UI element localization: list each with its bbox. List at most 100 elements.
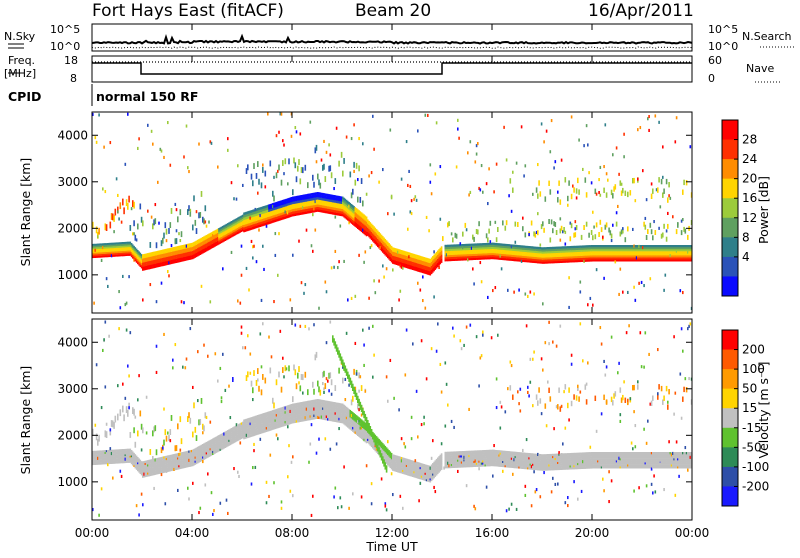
power-ytick-label: 1000 (57, 268, 88, 282)
power-colorbar-tick: 16 (742, 191, 757, 205)
velocity-cell (126, 329, 128, 332)
power-cell (343, 158, 345, 164)
velocity-cell (105, 385, 107, 388)
power-cell (357, 178, 359, 181)
power-cell (642, 169, 644, 172)
power-cell (577, 178, 579, 183)
power-cell (643, 284, 645, 287)
power-cell (277, 274, 279, 277)
power-cell (622, 227, 624, 230)
power-cell (312, 250, 314, 253)
power-cell (492, 289, 494, 292)
power-cell (278, 232, 280, 235)
power-cell (361, 178, 363, 184)
power-cell (545, 196, 547, 201)
power-cell (382, 264, 384, 267)
power-cell (406, 140, 408, 143)
power-cell (410, 185, 412, 188)
power-cell (163, 156, 165, 159)
power-cell (512, 171, 514, 174)
power-cell (655, 114, 657, 117)
power-cell (393, 213, 395, 216)
velocity-cell (142, 503, 144, 506)
power-cell (586, 222, 588, 227)
power-colorbar-swatch (722, 237, 738, 257)
power-cell (575, 232, 577, 237)
power-cell (555, 222, 557, 227)
power-cell (161, 282, 163, 285)
freq-tick-high: 18 (64, 54, 78, 67)
power-cell (375, 291, 377, 294)
power-cell (196, 228, 198, 234)
power-cell (618, 293, 620, 296)
power-cell (477, 142, 479, 145)
power-cell (583, 144, 585, 147)
power-cell (441, 248, 443, 250)
power-cell (365, 250, 367, 253)
power-cell (121, 221, 123, 224)
power-cell (342, 171, 344, 177)
power-cell (682, 190, 684, 195)
power-cell (330, 153, 332, 156)
power-cell (420, 289, 422, 292)
power-cell (142, 298, 144, 301)
power-cell (536, 187, 538, 192)
power-cell (351, 137, 353, 140)
power-cell (603, 277, 605, 280)
power-cell (201, 285, 203, 288)
power-cell (136, 238, 138, 241)
power-cell (661, 179, 663, 184)
power-cell (337, 266, 339, 269)
power-cell (178, 232, 180, 235)
velocity-cell (117, 414, 119, 421)
power-cell (682, 218, 684, 221)
power-cell (596, 222, 598, 227)
power-cell (675, 140, 677, 143)
power-cell (532, 193, 534, 196)
power-cell (157, 181, 159, 184)
power-cell (355, 295, 357, 298)
power-cell (330, 165, 332, 171)
power-cbar-label: Power [dB] (756, 176, 771, 244)
velocity-cell (117, 384, 119, 387)
power-cell (257, 192, 259, 195)
power-cell (435, 172, 437, 175)
power-cell (606, 222, 608, 227)
power-cell (205, 205, 207, 211)
cpid-label: CPID (8, 89, 41, 104)
power-cell (466, 228, 468, 231)
power-colorbar-swatch (722, 257, 738, 277)
power-cell (168, 228, 170, 234)
velocity-cell (138, 374, 140, 377)
power-cell (118, 217, 120, 220)
power-cell (522, 226, 524, 231)
power-cell (576, 225, 578, 230)
power-cell (170, 222, 172, 228)
power-cell (558, 181, 560, 186)
power-cell (433, 250, 435, 253)
power-cell (355, 180, 357, 186)
power-cell (96, 141, 98, 144)
power-cell (133, 202, 135, 209)
velocity-cell (122, 406, 124, 413)
power-cell (311, 244, 313, 247)
power-cell (253, 163, 255, 169)
power-cell (575, 220, 577, 223)
power-cell (353, 162, 355, 168)
power-cell (306, 229, 308, 232)
power-cell (645, 217, 647, 220)
power-cell (133, 220, 135, 226)
power-cell (347, 298, 349, 301)
power-cell (267, 112, 269, 115)
power-cell (578, 139, 580, 142)
power-cell (252, 256, 254, 259)
velocity-cell (135, 442, 137, 448)
power-cell (335, 216, 337, 219)
power-cell (256, 260, 258, 263)
power-cell (373, 148, 375, 151)
power-cell (106, 277, 108, 280)
power-cell (451, 232, 453, 235)
power-cell (512, 188, 514, 193)
power-cell (601, 227, 603, 232)
power-cell (181, 231, 183, 237)
